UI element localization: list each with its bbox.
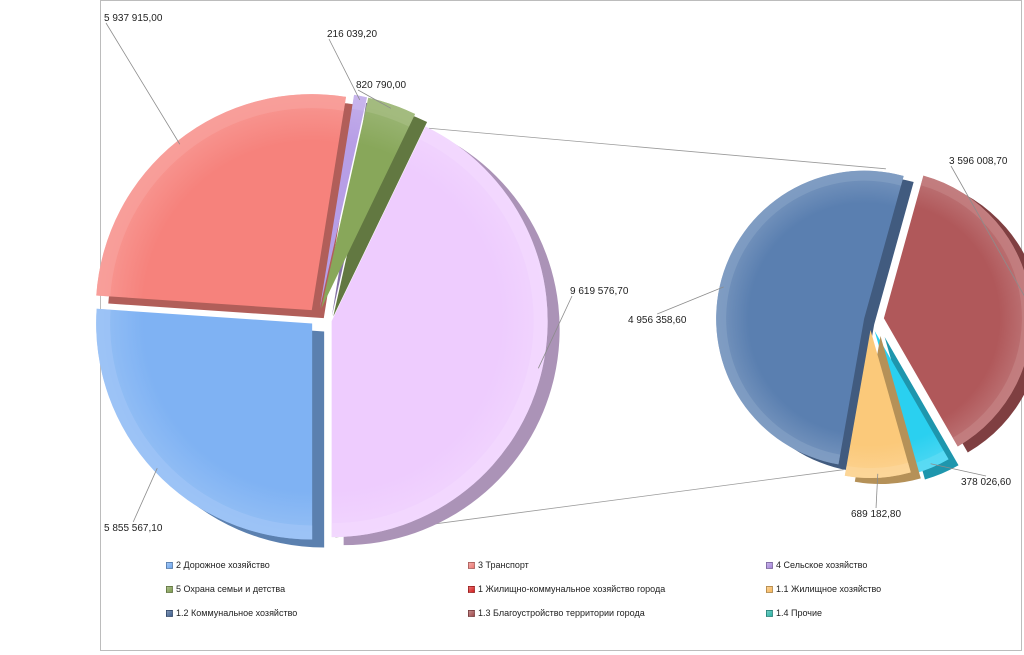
legend-swatch	[166, 585, 173, 593]
leader-line-1-4-прочие	[930, 463, 987, 477]
pie-slice-1-2-коммунальное-хозяйство	[716, 170, 914, 471]
leader-line-1-жилищно-коммунальное-хозяйство-города	[537, 295, 573, 369]
legend-item-1-жилищно-коммунальное-хозяйство-города: 1 Жилищно-коммунальное хозяйство города	[468, 583, 665, 595]
pie-slice-1-4-прочие	[874, 331, 959, 480]
legend-swatch	[166, 609, 173, 617]
leader-line-4-сельское-хозяйство	[328, 38, 361, 101]
leader-line-2-дорожное-хозяйство	[132, 468, 158, 523]
data-label-1-1-жилищное-хозяйство: 689 182,80	[851, 509, 901, 520]
legend-item-1-1-жилищное-хозяйство: 1.1 Жилищное хозяйство	[766, 583, 881, 595]
data-label-1-2-коммунальное-хозяйство: 4 956 358,60	[628, 315, 687, 326]
data-label-1-жилищно-коммунальное-хозяйство-города: 9 619 576,70	[570, 286, 629, 297]
data-label-2-дорожное-хозяйство: 5 855 567,10	[104, 523, 163, 534]
data-label-1-4-прочие: 378 026,60	[961, 477, 1011, 488]
legend-item-4-сельское-хозяйство: 4 Сельское хозяйство	[766, 559, 867, 571]
leader-line-1-2-коммунальное-хозяйство	[657, 286, 724, 315]
leader-line-5-охрана-семьи-и-детства	[357, 89, 392, 109]
legend-item-1-2-коммунальное-хозяйство: 1.2 Коммунальное хозяйство	[166, 607, 297, 619]
legend-swatch	[766, 585, 773, 593]
legend-swatch	[468, 585, 475, 593]
data-label-4-сельское-хозяйство: 216 039,20	[327, 29, 377, 40]
pie-slice-3-транспорт	[96, 94, 359, 319]
legend-swatch	[468, 561, 475, 569]
leader-line-3-транспорт	[105, 22, 181, 145]
legend-label: 4 Сельское хозяйство	[776, 560, 868, 570]
legend-label: 2 Дорожное хозяйство	[176, 560, 270, 570]
legend-item-5-охрана-семьи-и-детства: 5 Охрана семьи и детства	[166, 583, 285, 595]
legend-item-2-дорожное-хозяйство: 2 Дорожное хозяйство	[166, 559, 270, 571]
legend-label: 1 Жилищно-коммунальное хозяйство города	[478, 584, 666, 594]
legend-swatch	[166, 561, 173, 569]
legend-label: 1.3 Благоустройство территории города	[478, 608, 645, 618]
pie-slice-1-жилищно-коммунальное-хозяйство-города	[331, 126, 560, 546]
data-label-5-охрана-семьи-и-детства: 820 790,00	[356, 80, 406, 91]
data-label-1-3-благоустройство-территории-города: 3 596 008,70	[949, 156, 1008, 167]
legend-swatch	[766, 561, 773, 569]
legend-label: 3 Транспорт	[478, 560, 529, 570]
leader-line-1-3-благоустройство-территории-города	[950, 165, 1024, 297]
pie-slice-1-3-благоустройство-территории-города	[883, 175, 1024, 453]
pie-slice-2-дорожное-хозяйство	[96, 308, 325, 548]
legend-item-1-3-благоустройство-территории-города: 1.3 Благоустройство территории города	[468, 607, 645, 619]
series-connector-top	[428, 127, 886, 170]
pie-slice-1-1-жилищное-хозяйство	[844, 329, 921, 484]
legend-swatch	[468, 609, 475, 617]
legend-label: 1.1 Жилищное хозяйство	[776, 584, 882, 594]
leader-line-1-1-жилищное-хозяйство	[875, 473, 879, 509]
data-label-3-транспорт: 5 937 915,00	[104, 13, 163, 24]
legend-item-1-4-прочие: 1.4 Прочие	[766, 607, 822, 619]
legend-label: 5 Охрана семьи и детства	[176, 584, 286, 594]
pie-slice-5-охрана-семьи-и-детства	[321, 97, 428, 317]
legend-label: 1.4 Прочие	[776, 608, 823, 618]
legend-swatch	[766, 609, 773, 617]
legend-item-3-транспорт: 3 Транспорт	[468, 559, 529, 571]
legend-label: 1.2 Коммунальное хозяйство	[176, 608, 298, 618]
